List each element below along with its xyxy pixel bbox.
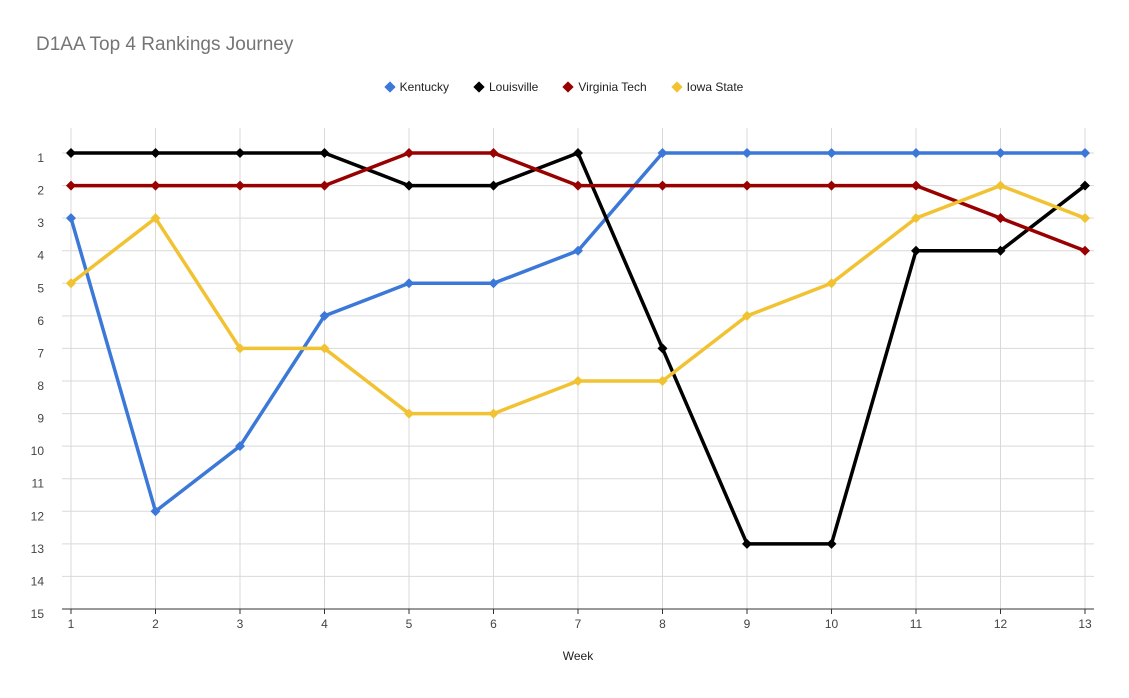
data-point-louisville-week-6 bbox=[488, 180, 499, 191]
x-tick-label-5: 5 bbox=[406, 617, 413, 631]
y-tick-label-12: 12 bbox=[31, 509, 45, 523]
data-point-kentucky-week-3 bbox=[235, 441, 245, 452]
x-tick-label-11: 11 bbox=[910, 617, 923, 631]
data-point-iowa-state-week-12 bbox=[995, 180, 1006, 191]
y-tick-label-7: 7 bbox=[37, 346, 44, 360]
data-point-iowa-state-week-9 bbox=[742, 310, 752, 321]
x-tick-label-7: 7 bbox=[575, 617, 582, 631]
y-tick-label-5: 5 bbox=[37, 281, 44, 295]
legend-item-iowa-state[interactable]: Iowa State bbox=[670, 80, 744, 94]
y-tick-label-6: 6 bbox=[37, 314, 44, 328]
x-tick-label-1: 1 bbox=[68, 617, 75, 631]
data-point-louisville-week-11 bbox=[911, 245, 921, 256]
y-tick-label-8: 8 bbox=[37, 379, 44, 393]
y-tick-label-11: 11 bbox=[32, 477, 45, 491]
y-tick-label-2: 2 bbox=[37, 184, 44, 198]
y-tick-label-1: 1 bbox=[37, 151, 44, 165]
data-point-kentucky-week-8 bbox=[657, 148, 668, 158]
y-tick-label-13: 13 bbox=[31, 542, 45, 556]
data-point-virginia-tech-week-10 bbox=[826, 180, 837, 191]
data-point-louisville-week-13 bbox=[1080, 180, 1090, 191]
data-point-virginia-tech-week-13 bbox=[1080, 245, 1090, 256]
data-point-iowa-state-week-5 bbox=[404, 408, 414, 419]
data-point-kentucky-week-12 bbox=[995, 148, 1006, 158]
data-point-virginia-tech-week-11 bbox=[911, 180, 921, 191]
legend-item-louisville[interactable]: Louisville bbox=[473, 80, 539, 94]
x-tick-label-12: 12 bbox=[994, 617, 1008, 631]
legend-label-virginia-tech: Virginia Tech bbox=[578, 80, 647, 94]
data-point-virginia-tech-week-2 bbox=[150, 180, 161, 191]
data-point-louisville-week-4 bbox=[319, 148, 330, 158]
data-point-kentucky-week-1 bbox=[66, 213, 76, 224]
legend-label-louisville: Louisville bbox=[489, 80, 539, 94]
x-tick-label-3: 3 bbox=[237, 617, 244, 631]
data-point-louisville-week-10 bbox=[826, 538, 837, 549]
x-axis-title: Week bbox=[563, 649, 594, 663]
legend: Kentucky Louisville Virginia Tech Iowa S… bbox=[0, 80, 1129, 94]
data-point-virginia-tech-week-6 bbox=[488, 148, 499, 158]
data-point-virginia-tech-week-1 bbox=[66, 180, 76, 191]
data-point-kentucky-week-11 bbox=[911, 148, 921, 158]
data-point-iowa-state-week-1 bbox=[66, 278, 76, 289]
x-tick-label-8: 8 bbox=[659, 617, 666, 631]
data-point-kentucky-week-13 bbox=[1080, 148, 1090, 158]
x-tick-label-10: 10 bbox=[825, 617, 839, 631]
chart-title: D1AA Top 4 Rankings Journey bbox=[36, 34, 294, 55]
data-point-virginia-tech-week-5 bbox=[404, 148, 414, 158]
y-tick-label-9: 9 bbox=[37, 412, 44, 426]
data-point-iowa-state-week-3 bbox=[235, 343, 245, 354]
data-point-louisville-week-12 bbox=[995, 245, 1006, 256]
data-point-louisville-week-1 bbox=[66, 148, 76, 158]
data-point-virginia-tech-week-9 bbox=[742, 180, 752, 191]
x-tick-label-13: 13 bbox=[1078, 617, 1092, 631]
data-point-kentucky-week-7 bbox=[573, 245, 583, 256]
data-point-kentucky-week-4 bbox=[319, 310, 330, 321]
data-point-iowa-state-week-13 bbox=[1080, 213, 1090, 224]
x-tick-label-2: 2 bbox=[152, 617, 159, 631]
legend-item-kentucky[interactable]: Kentucky bbox=[383, 80, 449, 94]
y-tick-label-3: 3 bbox=[37, 216, 44, 230]
data-point-iowa-state-week-11 bbox=[911, 213, 921, 224]
data-point-louisville-week-7 bbox=[573, 148, 583, 158]
data-point-virginia-tech-week-8 bbox=[657, 180, 668, 191]
legend-label-iowa-state: Iowa State bbox=[686, 80, 744, 94]
x-tick-label-4: 4 bbox=[321, 617, 328, 631]
y-tick-label-14: 14 bbox=[31, 574, 45, 588]
data-point-kentucky-week-6 bbox=[488, 278, 499, 289]
data-point-virginia-tech-week-4 bbox=[319, 180, 330, 191]
data-point-virginia-tech-week-12 bbox=[995, 213, 1006, 224]
data-point-louisville-week-8 bbox=[657, 343, 668, 354]
data-point-virginia-tech-week-7 bbox=[573, 180, 583, 191]
data-point-kentucky-week-5 bbox=[404, 278, 414, 289]
data-point-kentucky-week-2 bbox=[150, 506, 161, 517]
data-point-iowa-state-week-8 bbox=[657, 376, 668, 386]
y-tick-label-15: 15 bbox=[31, 607, 45, 621]
data-point-kentucky-week-10 bbox=[826, 148, 837, 158]
y-tick-label-10: 10 bbox=[31, 444, 45, 458]
data-point-iowa-state-week-10 bbox=[826, 278, 837, 289]
data-point-louisville-week-2 bbox=[150, 148, 161, 158]
data-point-iowa-state-week-7 bbox=[573, 376, 583, 386]
data-point-louisville-week-9 bbox=[742, 538, 752, 549]
data-point-louisville-week-3 bbox=[235, 148, 245, 158]
legend-item-virginia-tech[interactable]: Virginia Tech bbox=[562, 80, 647, 94]
x-tick-label-9: 9 bbox=[744, 617, 751, 631]
x-tick-label-6: 6 bbox=[490, 617, 497, 631]
data-point-louisville-week-5 bbox=[404, 180, 414, 191]
data-point-virginia-tech-week-3 bbox=[235, 180, 245, 191]
data-point-iowa-state-week-6 bbox=[488, 408, 499, 419]
data-point-iowa-state-week-4 bbox=[319, 343, 330, 354]
legend-label-kentucky: Kentucky bbox=[399, 80, 449, 94]
data-point-iowa-state-week-2 bbox=[150, 213, 161, 224]
y-tick-label-4: 4 bbox=[37, 249, 44, 263]
data-point-kentucky-week-9 bbox=[742, 148, 752, 158]
